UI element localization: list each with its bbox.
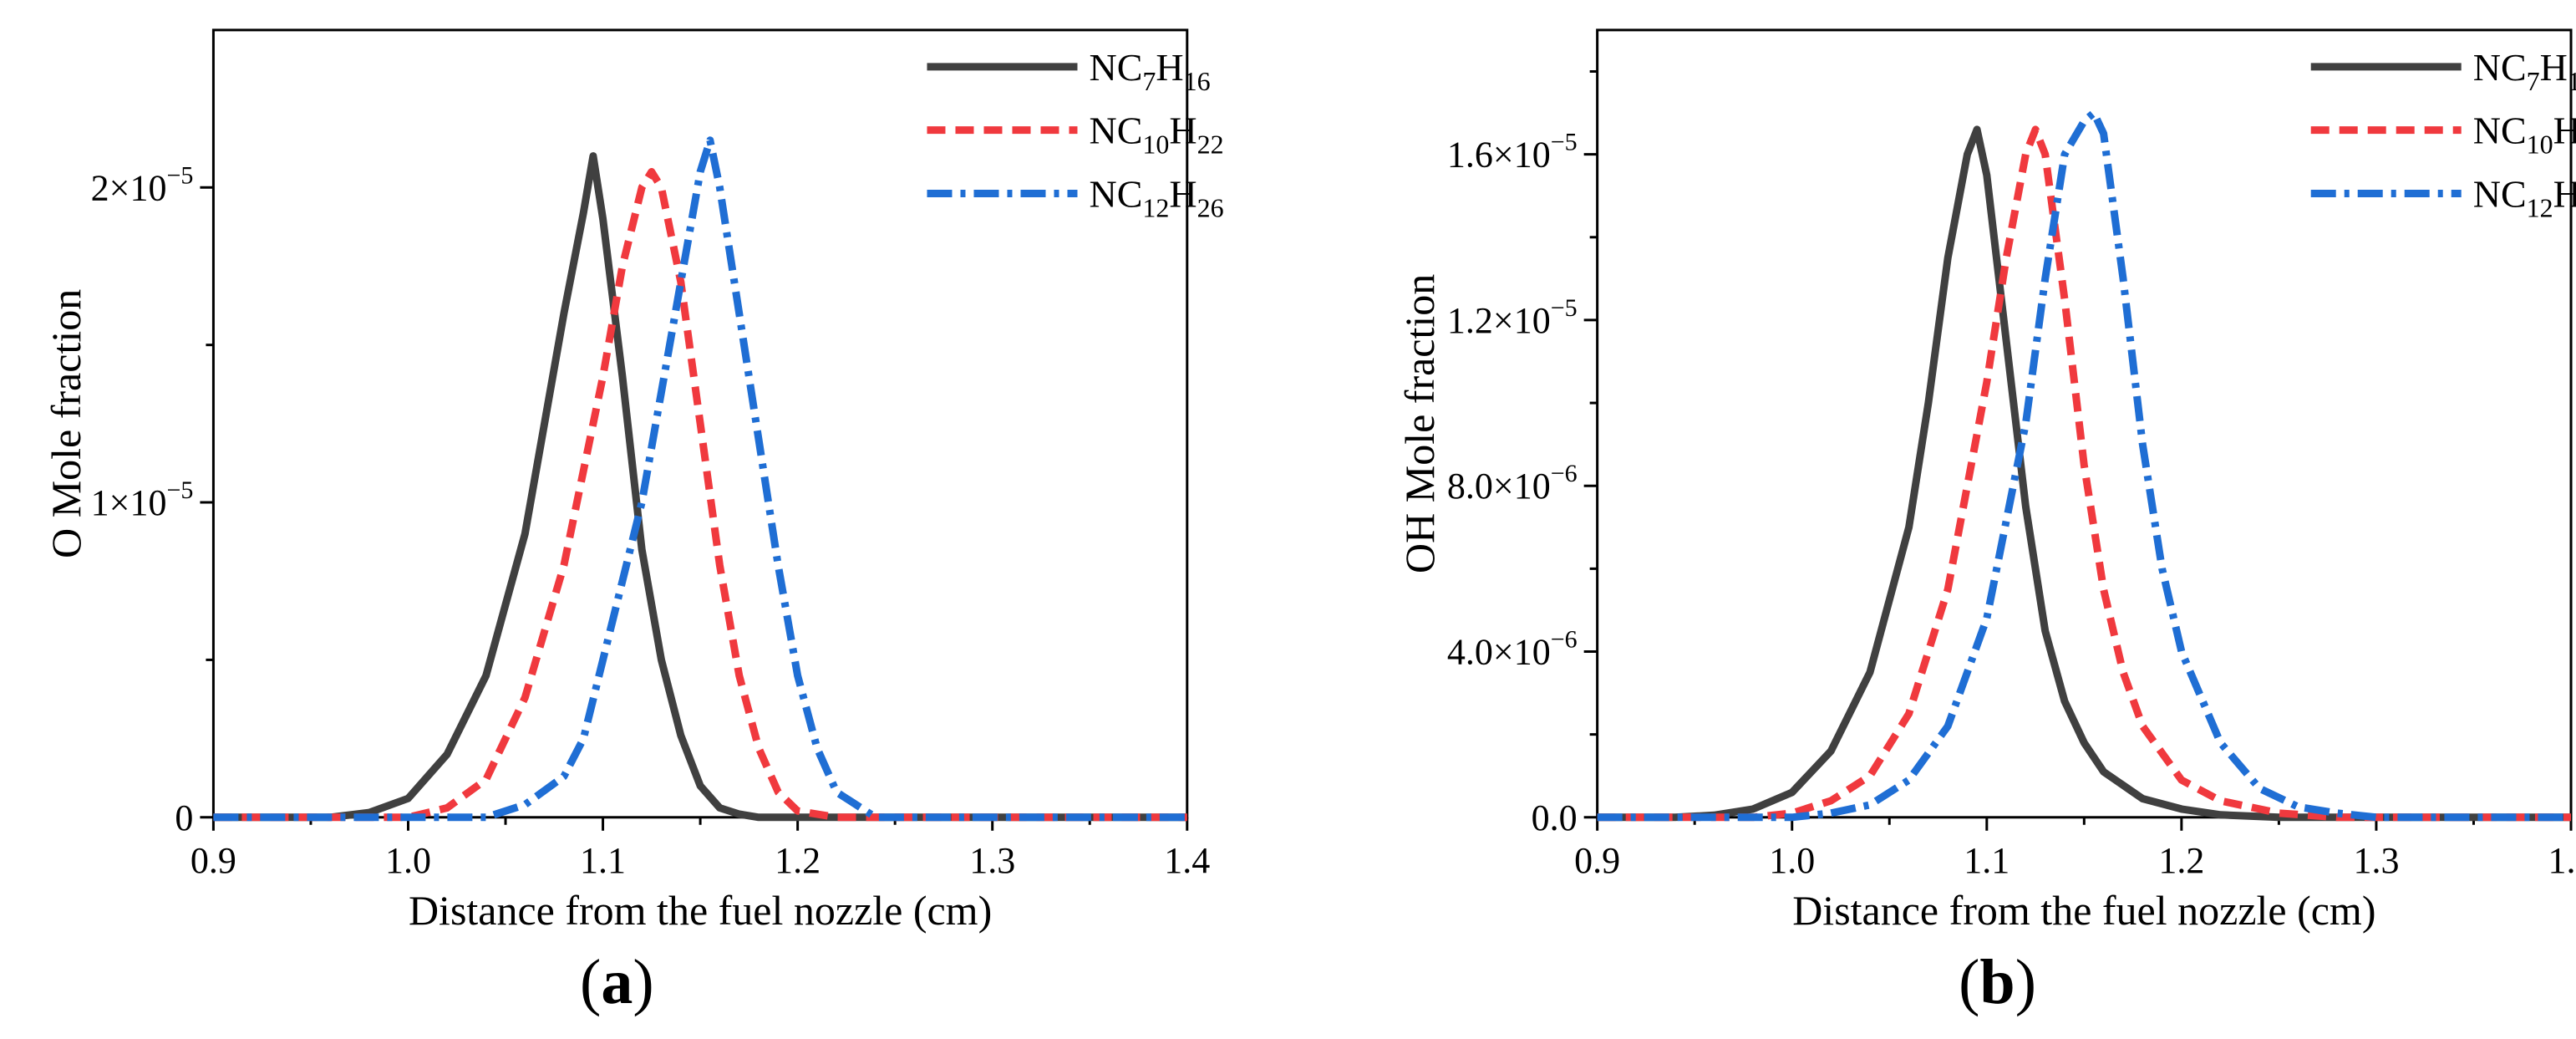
y-tick-exponent: −5 (166, 476, 193, 504)
legend-label-nc7h16: NC7H16 (2473, 46, 2576, 96)
x-tick-label: 1.1 (1964, 840, 2009, 881)
legend-label-nc7h16: NC7H16 (1089, 46, 1210, 96)
y-tick-label: 4.0×10−6 (1447, 625, 1578, 672)
formula-part: H (1169, 110, 1197, 152)
x-tick-label: 1.1 (580, 840, 626, 881)
x-tick-label: 0.9 (191, 840, 236, 881)
formula-subscript: 16 (1184, 66, 1211, 96)
panel-a: 0.9 1.0 1.1 1.2 1.3 1.401×10−52×10−5Distance … (43, 28, 1224, 1017)
formula-part: NC (1089, 110, 1142, 152)
y-tick-label: 0 (175, 797, 193, 838)
y-tick-label: 8.0×10−6 (1447, 460, 1578, 507)
y-tick-label: 1×10−5 (91, 476, 194, 523)
y-tick-label: 1.2×10−5 (1447, 294, 1578, 341)
y-tick-exponent: −5 (1551, 294, 1578, 322)
x-axis-title: Distance from the fuel nozzle (cm) (1792, 887, 2375, 934)
y-tick-mantissa: 4.0×10 (1447, 631, 1551, 672)
formula-part: H (2553, 172, 2576, 215)
y-tick-label: 2×10−5 (91, 161, 194, 208)
y-tick-mantissa: 1×10 (91, 482, 167, 523)
formula-subscript: 7 (2527, 66, 2540, 96)
y-axis-title: O Mole fraction (43, 289, 89, 558)
panel-label: (b) (1959, 947, 2036, 1017)
y-tick-exponent: −5 (1551, 129, 1578, 156)
y-tick-exponent: −5 (166, 161, 193, 189)
series-line-nc12h26 (1597, 109, 2571, 822)
panel-label-paren: ) (633, 947, 653, 1017)
formula-subscript: 12 (2527, 192, 2553, 222)
legend-label-nc12h26: NC12H26 (2473, 172, 2576, 222)
plot-frame (1596, 28, 2573, 819)
legend-label-nc10h22: NC10H22 (1089, 110, 1223, 160)
panel-label-paren: ) (2015, 947, 2036, 1017)
formula-part: NC (1089, 172, 1142, 215)
formula-part: H (2540, 46, 2568, 89)
series-line-nc10h22 (1597, 125, 2571, 822)
x-tick-label: 0.9 (1574, 840, 1620, 881)
panel-b: 0.91.01.11.21.31.40.04.0×10−68.0×10−61.2… (1396, 28, 2576, 1017)
series-line-nc12h26 (213, 136, 1187, 822)
y-tick-mantissa: 8.0×10 (1447, 466, 1551, 507)
panel-label-letter: b (1979, 947, 2015, 1017)
x-axis-title: Distance from the fuel nozzle (cm) (409, 887, 992, 934)
formula-part: H (1169, 172, 1197, 215)
series-line-nc10h22 (213, 168, 1187, 822)
y-tick-mantissa: 0.0 (1532, 797, 1578, 838)
formula-part: NC (1089, 46, 1142, 89)
y-tick-mantissa: 1.2×10 (1447, 300, 1551, 341)
y-tick-mantissa: 2×10 (91, 167, 167, 208)
panel-label-paren: ( (1959, 947, 1979, 1017)
y-axis-title: OH Mole fraction (1396, 274, 1443, 573)
x-tick-label: 1.0 (385, 840, 431, 881)
formula-subscript: 16 (2568, 66, 2576, 96)
panel-label: (a) (580, 947, 654, 1017)
formula-part: NC (2473, 46, 2527, 89)
x-tick-label: 1.3 (2353, 840, 2399, 881)
formula-subscript: 7 (1142, 66, 1156, 96)
formula-subscript: 10 (2527, 130, 2553, 160)
formula-subscript: 22 (1197, 130, 1224, 160)
x-tick-label: 1.2 (775, 840, 821, 881)
formula-subscript: 10 (1142, 130, 1169, 160)
x-tick-label: 1.3 (969, 840, 1015, 881)
formula-part: H (1156, 46, 1183, 89)
legend-label-nc10h22: NC10H22 (2473, 110, 2576, 160)
formula-part: NC (2473, 172, 2527, 215)
series-line-nc7h16 (1597, 125, 2571, 822)
y-tick-mantissa: 1.6×10 (1447, 135, 1551, 176)
formula-subscript: 26 (1197, 192, 1224, 222)
y-tick-label: 0.0 (1532, 797, 1578, 838)
series-line-nc7h16 (213, 152, 1187, 822)
y-tick-mantissa: 0 (175, 797, 193, 838)
y-tick-exponent: −6 (1551, 460, 1578, 487)
formula-part: H (2553, 110, 2576, 152)
formula-part: NC (2473, 110, 2527, 152)
y-tick-exponent: −6 (1551, 625, 1578, 653)
legend-label-nc12h26: NC12H26 (1089, 172, 1223, 222)
x-tick-label: 1.4 (2548, 840, 2576, 881)
x-tick-label: 1.4 (1164, 840, 1210, 881)
formula-subscript: 12 (1142, 192, 1169, 222)
panel-label-letter: a (601, 947, 633, 1017)
panel-label-paren: ( (580, 947, 601, 1017)
y-tick-label: 1.6×10−5 (1447, 129, 1578, 176)
x-tick-label: 1.2 (2158, 840, 2204, 881)
x-tick-label: 1.0 (1769, 840, 1815, 881)
